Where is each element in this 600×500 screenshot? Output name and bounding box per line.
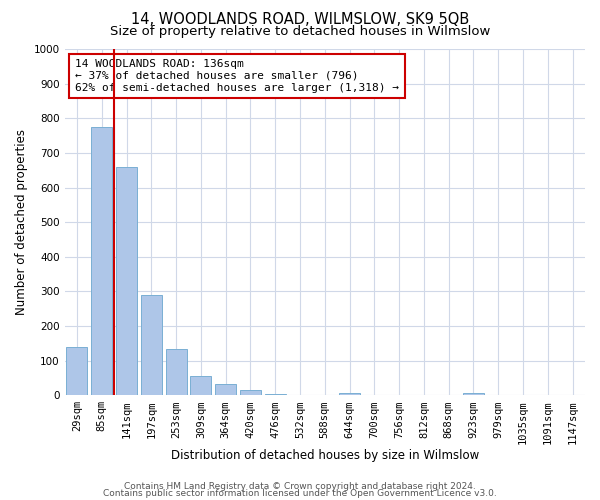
Bar	[91, 127, 112, 396]
Text: 14 WOODLANDS ROAD: 136sqm
← 37% of detached houses are smaller (796)
62% of semi: 14 WOODLANDS ROAD: 136sqm ← 37% of detac…	[75, 60, 399, 92]
Bar	[67, 347, 88, 396]
Bar	[141, 295, 162, 396]
X-axis label: Distribution of detached houses by size in Wilmslow: Distribution of detached houses by size …	[170, 450, 479, 462]
Bar	[339, 392, 360, 396]
Y-axis label: Number of detached properties: Number of detached properties	[15, 129, 28, 315]
Bar	[265, 394, 286, 396]
Text: Contains HM Land Registry data © Crown copyright and database right 2024.: Contains HM Land Registry data © Crown c…	[124, 482, 476, 491]
Bar	[166, 348, 187, 396]
Text: Contains public sector information licensed under the Open Government Licence v3: Contains public sector information licen…	[103, 490, 497, 498]
Bar	[190, 376, 211, 396]
Bar	[215, 384, 236, 396]
Bar	[463, 392, 484, 396]
Bar	[240, 390, 261, 396]
Text: 14, WOODLANDS ROAD, WILMSLOW, SK9 5QB: 14, WOODLANDS ROAD, WILMSLOW, SK9 5QB	[131, 12, 469, 28]
Bar	[116, 167, 137, 396]
Text: Size of property relative to detached houses in Wilmslow: Size of property relative to detached ho…	[110, 25, 490, 38]
